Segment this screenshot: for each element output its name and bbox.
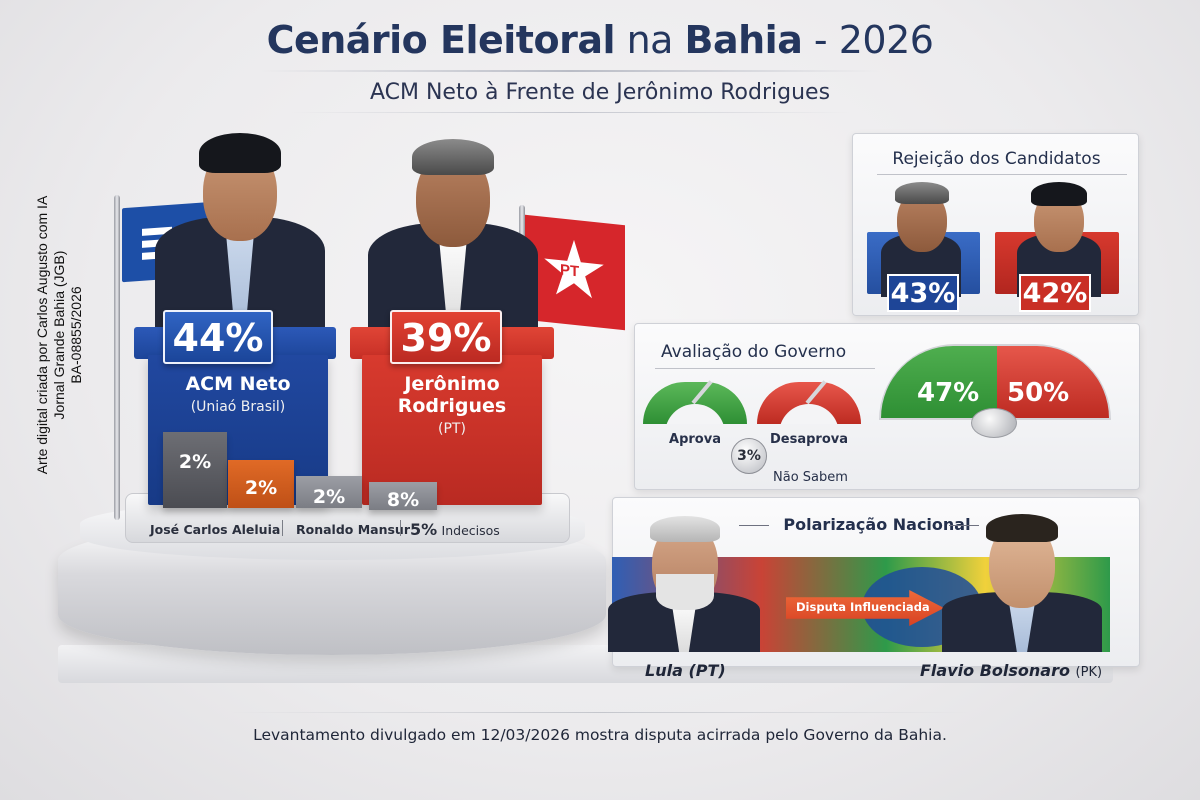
lula-label: Lula (PT): [645, 661, 726, 680]
avaliacao-title: Avaliação do Governo: [661, 342, 847, 362]
lula-portrait: [608, 510, 760, 652]
flavio-label: Flavio Bolsonaro (PK): [920, 661, 1103, 680]
arrow-text: Disputa Influenciada: [796, 600, 930, 614]
aprova-percent: 47%: [917, 378, 980, 408]
subtitle-divider: [290, 112, 850, 113]
candidate-name: ACM Neto: [185, 373, 291, 395]
nao-sabem-label: Não Sabem: [773, 470, 848, 485]
avaliacao-panel: Avaliação do Governo Aprova Desaprova 3%…: [634, 323, 1140, 490]
gauge-knob: [971, 408, 1017, 438]
avaliacao-big-gauge: [879, 344, 1111, 420]
desaprova-label: Desaprova: [769, 432, 848, 447]
rejeicao-percent-right: 42%: [1019, 274, 1091, 312]
label-indecisos: 5% Indecisos: [410, 520, 500, 539]
title-divider: [260, 70, 880, 72]
aprova-label: Aprova: [669, 432, 721, 447]
bar-candidate-orange: 2%: [228, 460, 294, 508]
desaprova-percent: 50%: [1007, 378, 1070, 408]
flag-pole-left: [114, 195, 120, 520]
flavio-bolsonaro-portrait: [942, 510, 1102, 652]
nao-sabem-badge: 3%: [731, 438, 767, 474]
percent-badge-jeronimo: 39%: [390, 310, 502, 364]
percent-badge-acm: 44%: [163, 310, 273, 364]
rejeicao-title: Rejeição dos Candidatos: [892, 149, 1101, 169]
candidate-name: Jerônimo Rodrigues: [397, 373, 507, 417]
polarizacao-title: Polarização Nacional: [783, 515, 971, 534]
rejeicao-panel: Rejeição dos Candidatos 43% 42%: [852, 133, 1139, 316]
bar-aleluia: 2%: [163, 432, 227, 508]
page-title: Cenário Eleitoral na Bahia - 2026: [266, 18, 934, 62]
rejeicao-percent-left: 43%: [887, 274, 959, 312]
jeronimo-rodrigues-portrait: [368, 135, 538, 330]
footer-note: Levantamento divulgado em 12/03/2026 mos…: [253, 726, 947, 744]
label-aleluia: José Carlos Aleluia: [150, 522, 281, 537]
candidate-party: (Uniaó Brasil): [190, 399, 286, 415]
divider: [400, 520, 401, 536]
label-mansur: Ronaldo Mansur: [296, 522, 410, 537]
podium-jeronimo: Jerônimo Rodrigues (PT): [362, 355, 542, 505]
candidate-party: (PT): [438, 421, 466, 437]
credit-text: Arte digital criada por Carlos Augusto c…: [34, 195, 84, 475]
divider: [282, 520, 283, 536]
page-subtitle: ACM Neto à Frente de Jerônimo Rodrigues: [369, 80, 831, 105]
bar-mansur: 2%: [296, 476, 362, 508]
pt-flag: PT: [525, 214, 625, 331]
bar-other: 8%: [369, 482, 437, 511]
acm-neto-portrait: [155, 125, 325, 330]
